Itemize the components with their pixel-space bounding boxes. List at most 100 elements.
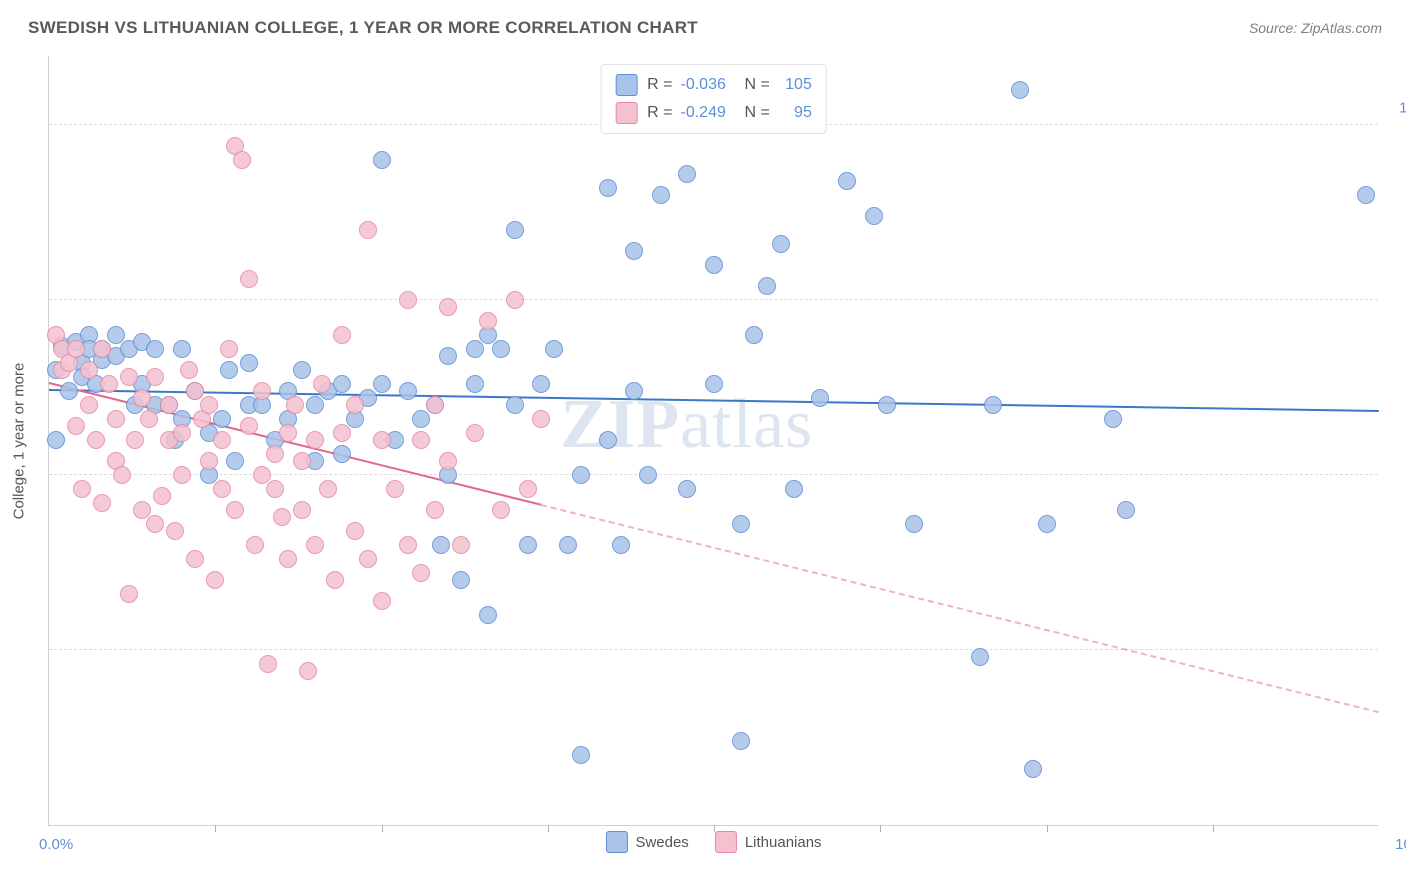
data-point [126,431,144,449]
data-point [865,207,883,225]
data-point [60,382,78,400]
data-point [412,564,430,582]
data-point [259,655,277,673]
data-point [492,340,510,358]
data-point [293,501,311,519]
data-point [625,382,643,400]
data-point [399,536,417,554]
source-link[interactable]: ZipAtlas.com [1301,20,1382,36]
data-point [160,396,178,414]
chart-title: SWEDISH VS LITHUANIAN COLLEGE, 1 YEAR OR… [28,18,698,38]
correlation-legend: R =-0.036N =105 R =-0.249N =95 [600,64,827,134]
data-point [625,242,643,260]
legend-swatch [715,831,737,853]
legend-swatch [615,74,637,96]
source-attribution: Source: ZipAtlas.com [1249,20,1382,36]
data-point [200,396,218,414]
data-point [133,389,151,407]
data-point [93,494,111,512]
data-point [373,375,391,393]
legend-row: R =-0.249N =95 [615,99,812,127]
data-point [373,151,391,169]
data-point [492,501,510,519]
data-point [772,235,790,253]
y-tick-label: 100.0% [1399,100,1406,117]
data-point [545,340,563,358]
data-point [213,431,231,449]
gridline [49,474,1378,475]
data-point [186,550,204,568]
data-point [439,347,457,365]
data-point [220,340,238,358]
data-point [333,424,351,442]
data-point [326,571,344,589]
data-point [572,466,590,484]
data-point [220,361,238,379]
data-point [905,515,923,533]
data-point [1038,515,1056,533]
data-point [971,648,989,666]
data-point [758,277,776,295]
data-point [333,375,351,393]
data-point [87,431,105,449]
data-point [173,340,191,358]
data-point [705,375,723,393]
data-point [226,501,244,519]
data-point [426,501,444,519]
data-point [140,410,158,428]
data-point [173,466,191,484]
data-point [506,221,524,239]
data-point [479,606,497,624]
data-point [120,368,138,386]
data-point [286,396,304,414]
data-point [333,326,351,344]
data-point [206,571,224,589]
legend-label: Lithuanians [745,834,822,851]
data-point [432,536,450,554]
data-point [599,179,617,197]
data-point [1104,410,1122,428]
data-point [399,291,417,309]
data-point [120,585,138,603]
data-point [153,487,171,505]
data-point [412,410,430,428]
legend-item: Lithuanians [715,831,822,853]
data-point [1357,186,1375,204]
x-axis-min-label: 0.0% [39,836,73,853]
series-legend: Swedes Lithuanians [605,831,821,853]
legend-row: R =-0.036N =105 [615,71,812,99]
legend-label: Swedes [635,834,688,851]
data-point [319,480,337,498]
data-point [146,515,164,533]
data-point [452,571,470,589]
data-point [266,445,284,463]
data-point [293,452,311,470]
data-point [399,382,417,400]
data-point [426,396,444,414]
x-tick [548,825,549,832]
data-point [213,480,231,498]
legend-text: R =-0.036N =105 [647,76,812,94]
data-point [293,361,311,379]
data-point [466,375,484,393]
x-tick [714,825,715,832]
data-point [180,361,198,379]
data-point [506,291,524,309]
data-point [466,340,484,358]
data-point [439,298,457,316]
legend-item: Swedes [605,831,688,853]
data-point [678,480,696,498]
data-point [506,396,524,414]
y-axis-title: College, 1 year or more [11,362,28,519]
data-point [80,361,98,379]
data-point [386,480,404,498]
data-point [412,431,430,449]
data-point [233,151,251,169]
data-point [785,480,803,498]
data-point [572,746,590,764]
x-tick [382,825,383,832]
source-label: Source: [1249,20,1297,36]
data-point [732,515,750,533]
legend-text: R =-0.249N =95 [647,104,812,122]
data-point [93,340,111,358]
